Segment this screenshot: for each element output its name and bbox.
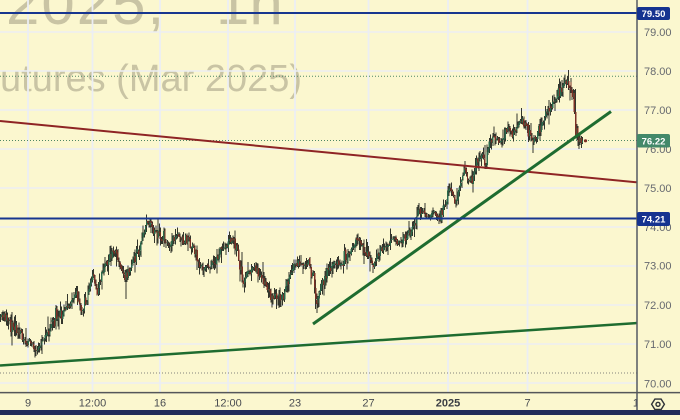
svg-text:12:00: 12:00 xyxy=(79,398,107,410)
svg-text:73.00: 73.00 xyxy=(644,261,672,273)
svg-text:71.00: 71.00 xyxy=(644,339,672,351)
svg-text:75.00: 75.00 xyxy=(644,183,672,195)
svg-text:utures (Mar 2025): utures (Mar 2025) xyxy=(0,58,302,100)
svg-text:13: 13 xyxy=(633,398,645,410)
svg-text:79.50: 79.50 xyxy=(642,9,666,20)
svg-text:2025,: 2025, xyxy=(6,0,166,37)
svg-text:23: 23 xyxy=(289,398,301,410)
svg-text:9: 9 xyxy=(25,398,31,410)
svg-text:27: 27 xyxy=(362,398,374,410)
svg-text:70.00: 70.00 xyxy=(644,379,672,391)
svg-text:79.00: 79.00 xyxy=(644,27,672,39)
svg-text:77.00: 77.00 xyxy=(644,105,672,117)
svg-text:74.21: 74.21 xyxy=(642,215,666,226)
svg-text:2025: 2025 xyxy=(436,398,460,410)
svg-text:72.00: 72.00 xyxy=(644,300,672,312)
svg-text:16: 16 xyxy=(154,398,166,410)
svg-text:78.00: 78.00 xyxy=(644,66,672,78)
svg-text:76.22: 76.22 xyxy=(642,136,666,147)
svg-text:7: 7 xyxy=(524,398,530,410)
svg-text:12:00: 12:00 xyxy=(214,398,242,410)
